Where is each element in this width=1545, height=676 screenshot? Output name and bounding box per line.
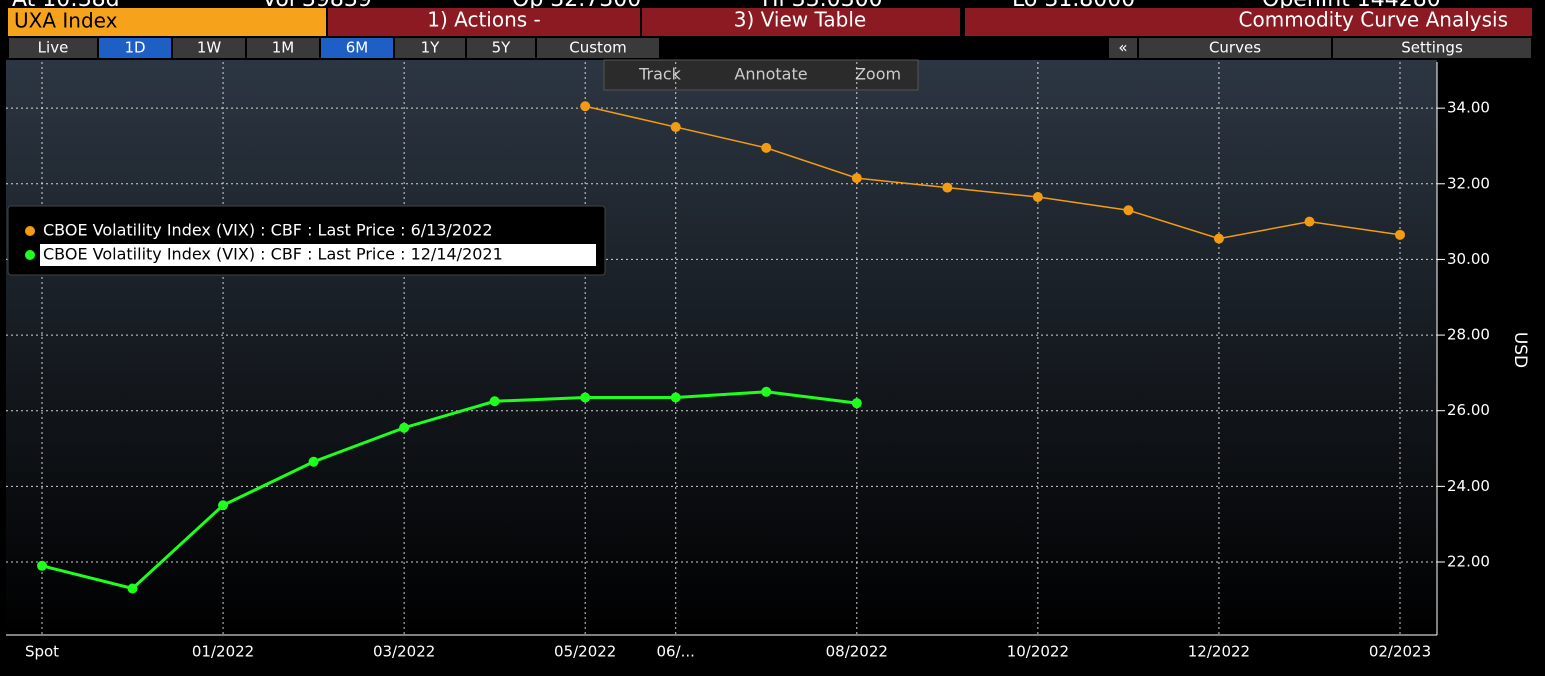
chart-tool[interactable]: Zoom <box>855 65 901 84</box>
legend-label: CBOE Volatility Index (VIX) : CBF : Last… <box>43 245 503 264</box>
x-tick-label: 08/2022 <box>826 643 888 661</box>
range-label[interactable]: 6M <box>346 39 369 57</box>
data-point <box>851 398 862 409</box>
range-button[interactable] <box>99 38 171 58</box>
range-label[interactable]: 1M <box>272 39 295 57</box>
x-tick-label: 01/2022 <box>192 643 254 661</box>
data-point <box>580 101 591 112</box>
data-point <box>942 182 953 193</box>
range-label[interactable]: 1D <box>124 39 145 57</box>
tool-button[interactable] <box>1109 38 1137 58</box>
data-point <box>399 422 410 433</box>
legend-swatch <box>25 250 35 260</box>
range-label[interactable]: 1W <box>197 39 222 57</box>
data-point <box>761 142 772 153</box>
x-tick-label: 10/2022 <box>1007 643 1069 661</box>
data-point <box>761 386 772 397</box>
data-point <box>1213 233 1224 244</box>
data-point <box>851 173 862 184</box>
tool-label[interactable]: Settings <box>1401 39 1463 57</box>
legend-label: CBOE Volatility Index (VIX) : CBF : Last… <box>43 221 493 240</box>
range-button[interactable] <box>395 38 465 58</box>
data-point <box>1304 216 1315 227</box>
y-tick-label: 28.00 <box>1447 326 1490 344</box>
series-line <box>585 105 1401 240</box>
range-button[interactable] <box>467 38 535 58</box>
data-point <box>1032 192 1043 203</box>
range-button[interactable] <box>173 38 245 58</box>
y-tick-label: 26.00 <box>1447 401 1490 419</box>
function-title: Commodity Curve Analysis <box>1239 8 1508 32</box>
data-point <box>1123 205 1134 216</box>
chart-tool[interactable]: Track <box>638 65 682 84</box>
x-tick-label: Spot <box>25 643 59 661</box>
x-tick-label: 02/2023 <box>1369 643 1431 661</box>
data-point <box>308 456 319 467</box>
security: UXA Index <box>14 9 118 33</box>
y-tick-label: 34.00 <box>1447 99 1490 117</box>
tool-button[interactable] <box>1333 38 1531 58</box>
data-point <box>580 392 591 403</box>
x-tick-label: 03/2022 <box>373 643 435 661</box>
range-button[interactable] <box>9 38 97 58</box>
range-label[interactable]: Live <box>38 39 69 57</box>
x-tick-label: 06/... <box>657 643 695 661</box>
range-button[interactable] <box>537 38 659 58</box>
data-point <box>670 122 681 133</box>
x-tick-label: 12/2022 <box>1188 643 1250 661</box>
chart-tool[interactable]: Annotate <box>734 65 807 84</box>
x-tick-label: 05/2022 <box>554 643 616 661</box>
tool-label[interactable]: Curves <box>1209 39 1261 57</box>
y-tick-label: 32.00 <box>1447 174 1490 192</box>
tool-button[interactable] <box>1139 38 1331 58</box>
plot-area <box>6 60 1437 635</box>
data-point <box>1395 229 1405 240</box>
security-box <box>8 8 326 36</box>
y-tick-label: 30.00 <box>1447 250 1490 268</box>
legend-swatch <box>25 226 35 236</box>
range-label[interactable]: 1Y <box>421 39 441 57</box>
range-button[interactable] <box>247 38 319 58</box>
range-label[interactable]: Custom <box>569 39 626 57</box>
y-tick-label: 24.00 <box>1447 477 1490 495</box>
view-table-button[interactable] <box>642 8 960 36</box>
data-point <box>127 583 138 594</box>
range-label[interactable]: 5Y <box>492 39 512 57</box>
data-point <box>37 560 47 571</box>
actions-button[interactable] <box>328 8 640 36</box>
function-box <box>965 8 1532 36</box>
data-point <box>489 396 500 407</box>
series-line <box>41 390 857 591</box>
y-axis-label: USD <box>1510 332 1530 368</box>
actions-label[interactable]: 1) Actions - <box>427 8 541 32</box>
legend-highlight <box>40 244 596 266</box>
tool-label[interactable]: « <box>1118 39 1127 57</box>
data-point <box>218 500 229 511</box>
view-table-label[interactable]: 3) View Table <box>734 8 866 32</box>
data-point <box>670 392 681 403</box>
y-tick-label: 22.00 <box>1447 553 1490 571</box>
chart-toolbar <box>603 59 919 91</box>
range-button[interactable] <box>321 38 393 58</box>
